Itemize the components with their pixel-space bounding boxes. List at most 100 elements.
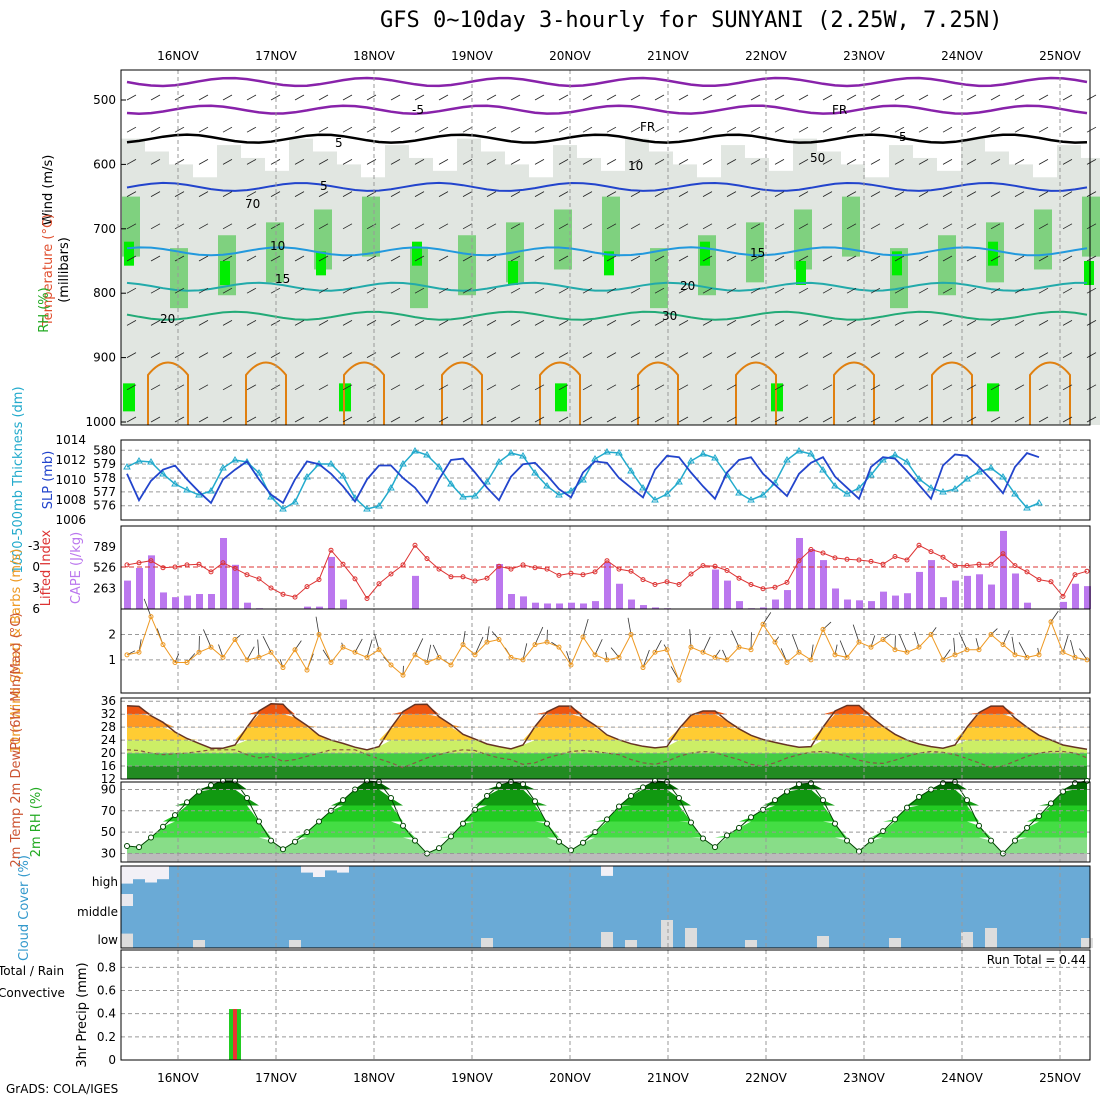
wind-barb — [486, 416, 497, 423]
wind-barb — [822, 223, 833, 230]
wind-barb — [990, 94, 1001, 101]
wind-barb — [774, 94, 785, 101]
wind-barb — [486, 320, 497, 326]
wind-barb — [630, 384, 641, 391]
wind-barb — [582, 159, 593, 165]
wind-barb — [630, 223, 641, 230]
wind-barb — [990, 255, 1001, 262]
wind-barb — [918, 287, 929, 294]
cape-bar — [652, 607, 659, 609]
wind-barb — [1038, 287, 1049, 294]
wind-barb — [390, 416, 401, 423]
wind-barb — [510, 287, 521, 294]
cloud-level-label: middle — [77, 905, 118, 919]
cape-bar — [520, 596, 527, 609]
wind-barb — [774, 126, 785, 133]
rh2m-point — [556, 838, 562, 845]
slp-point — [483, 478, 491, 485]
wind-barb — [246, 223, 257, 230]
wind-barb — [942, 223, 953, 230]
wind-barb — [558, 320, 569, 326]
wind-barb — [1038, 384, 1049, 391]
precip-frame — [120, 949, 1091, 1061]
wind-barb — [750, 191, 761, 197]
lifted-index-point — [1036, 577, 1042, 583]
wind10-point — [520, 657, 526, 663]
lifted-index-point — [640, 577, 646, 583]
wind-barb — [678, 416, 689, 423]
cloud-high-bar — [145, 866, 157, 883]
wind10-point — [1060, 649, 1066, 655]
slp-point — [231, 456, 239, 463]
dewpoint2m-line — [126, 749, 1088, 769]
slp-point — [795, 447, 803, 454]
contour-label: 70 — [245, 197, 260, 211]
wind-barb-10m — [1011, 636, 1016, 655]
rh2m-point — [688, 819, 694, 826]
wind10-point — [940, 657, 946, 663]
wind-barb — [558, 352, 569, 358]
temp2m-label: 2m Temp 2m DewPt (6hr Min/Max) (°C) — [9, 613, 24, 868]
cape-bar — [232, 564, 239, 609]
cloud-low-bar — [625, 940, 637, 948]
slp-point — [687, 457, 695, 464]
pressure-tick: 700 — [93, 222, 116, 236]
wind-barb — [318, 94, 329, 101]
warm-surface-contour — [735, 361, 777, 425]
slp-point — [423, 451, 431, 458]
wind10-point — [688, 644, 694, 650]
millibars-label: (millibars) — [57, 237, 72, 303]
wind10-point — [124, 652, 130, 658]
wind-barb — [870, 223, 881, 230]
wind10-line — [126, 615, 1088, 682]
wind-barb — [822, 320, 833, 326]
wind-barb-10m — [534, 626, 544, 645]
contour-label: 5 — [320, 179, 328, 193]
rh-shading-saturated — [988, 241, 998, 266]
wind10-point — [832, 652, 838, 658]
wind-barb — [342, 94, 353, 101]
wind-barb — [678, 255, 689, 262]
wind10-point — [208, 644, 214, 650]
wind-barb — [414, 384, 425, 391]
warm-surface-contour — [147, 361, 189, 425]
wind-barb-10m — [852, 624, 860, 643]
wind-barb-10m — [914, 631, 920, 648]
wind10-point — [700, 649, 706, 655]
date-tick-top: 25NOV — [1039, 49, 1081, 63]
wind-barb-10m — [930, 627, 937, 635]
contour-label: -5 — [412, 103, 424, 117]
wind10-point — [556, 644, 562, 650]
cloud-low-bar — [685, 928, 697, 948]
wind-barb — [510, 159, 521, 165]
wind-barb — [126, 287, 137, 294]
wind-barb-10m — [246, 646, 255, 661]
rh-shading — [193, 177, 217, 425]
wind-barb-10m — [731, 630, 740, 648]
wind-barb — [990, 287, 1001, 294]
wind-barb — [150, 223, 161, 230]
slp-point — [1011, 490, 1019, 497]
slp-point — [579, 476, 587, 483]
wind-barb — [510, 126, 521, 133]
wind-barb — [318, 320, 329, 326]
rh2m-point — [808, 780, 814, 787]
wind-barb — [342, 191, 353, 197]
cloud-low-bar — [889, 938, 901, 948]
wind10-point — [868, 644, 874, 650]
wind-barb — [1014, 223, 1025, 230]
wind-barb — [606, 126, 617, 133]
cape-bar — [724, 580, 731, 609]
rh-shading-saturated — [604, 251, 614, 276]
wind-barb — [678, 384, 689, 391]
rh2m-point — [484, 792, 490, 799]
date-tick-top: 24NOV — [941, 49, 983, 63]
wind-tick: 1 — [108, 653, 116, 667]
wind-barb — [630, 94, 641, 101]
precip-legend-total: Total / Rain — [0, 964, 64, 978]
wind-barb — [1062, 159, 1073, 165]
cloud-cover-label: Cloud Cover (%) — [17, 855, 32, 961]
wind-barb — [462, 352, 473, 358]
wind-barb — [894, 384, 905, 391]
lifted-index-point — [208, 569, 214, 575]
